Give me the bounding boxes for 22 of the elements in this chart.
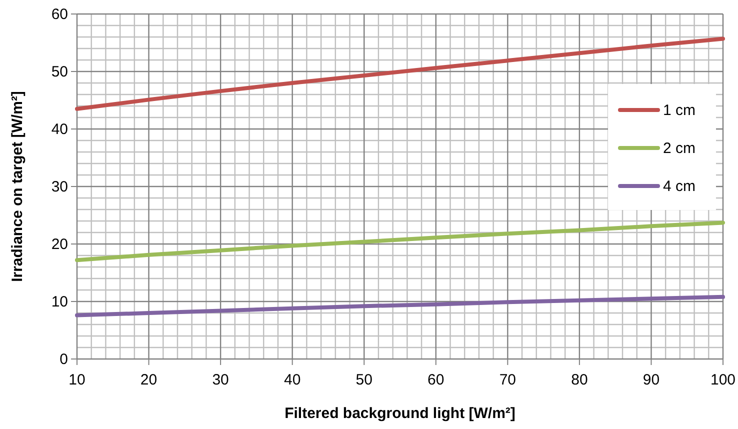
x-tick-label: 80 bbox=[571, 372, 588, 388]
x-tick-label: 10 bbox=[68, 372, 86, 388]
x-tick-label: 100 bbox=[710, 372, 736, 388]
y-tick-label: 60 bbox=[51, 6, 68, 23]
x-tick-label: 90 bbox=[642, 372, 660, 388]
x-tick-label: 20 bbox=[140, 372, 158, 388]
legend-label: 4 cm bbox=[663, 178, 696, 195]
legend-label: 2 cm bbox=[663, 140, 696, 157]
y-tick-label: 50 bbox=[51, 63, 68, 80]
y-tick-label: 30 bbox=[51, 178, 68, 196]
x-axis-title: Filtered background light [W/m²] bbox=[284, 405, 516, 422]
y-tick-label: 10 bbox=[51, 293, 68, 310]
x-tick-label: 50 bbox=[356, 372, 372, 388]
x-tick-label: 60 bbox=[428, 372, 444, 388]
legend-label: 1 cm bbox=[663, 102, 696, 119]
x-tick-label: 30 bbox=[212, 372, 229, 388]
y-tick-label: 0 bbox=[60, 350, 68, 368]
y-tick-label: 40 bbox=[51, 120, 68, 138]
x-tick-label: 70 bbox=[499, 372, 516, 388]
y-tick-label: 20 bbox=[51, 236, 68, 253]
x-tick-label: 40 bbox=[284, 372, 301, 388]
y-axis-title: Irradiance on target [W/m²] bbox=[9, 91, 26, 282]
